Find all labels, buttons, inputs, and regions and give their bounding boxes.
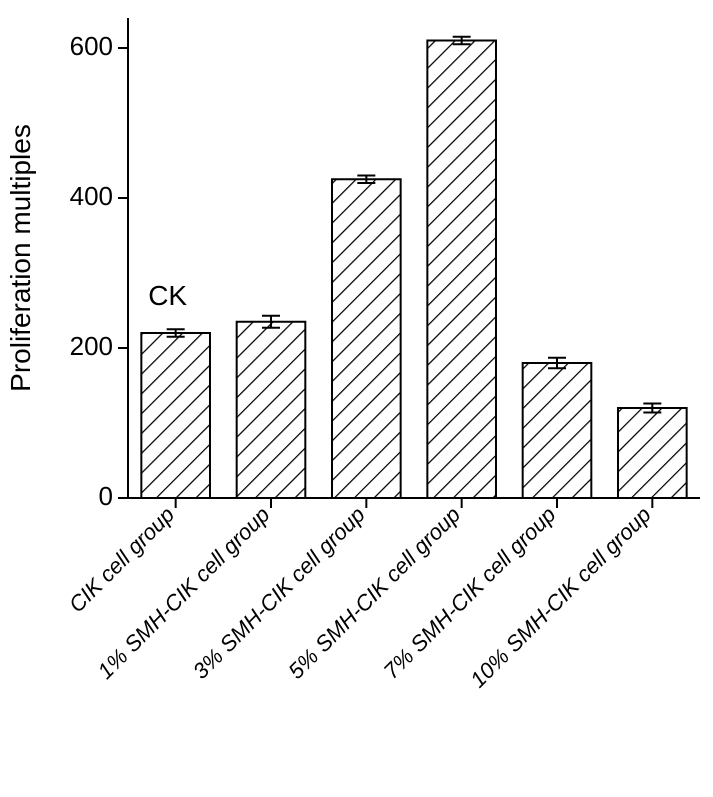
bar (141, 333, 210, 498)
bar (618, 408, 687, 498)
bar (523, 363, 592, 498)
y-tick-label: 200 (70, 331, 113, 361)
y-tick-label: 600 (70, 31, 113, 61)
bar (427, 41, 496, 499)
bar (237, 322, 306, 498)
y-axis-label: Proliferation multiples (5, 124, 36, 392)
bar-chart: 0200400600CIK cell group1% SMH-CIK cell … (0, 0, 713, 797)
chart-svg: 0200400600CIK cell group1% SMH-CIK cell … (0, 0, 713, 797)
y-tick-label: 400 (70, 181, 113, 211)
annotation-ck: CK (148, 280, 187, 311)
bar (332, 179, 401, 498)
y-tick-label: 0 (99, 481, 113, 511)
